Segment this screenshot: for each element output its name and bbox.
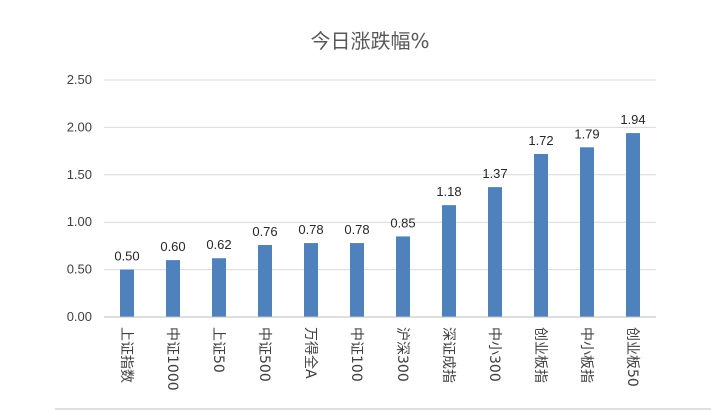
data-label: 0.78 <box>298 222 323 237</box>
x-category-label: 深证成指 <box>440 327 456 383</box>
x-category-label: 中证1000 <box>164 327 180 391</box>
y-tick-label: 0.50 <box>67 262 92 277</box>
bar <box>120 269 134 317</box>
bar <box>488 187 502 317</box>
x-category-label: 创业板50 <box>624 327 640 387</box>
bar <box>166 260 180 317</box>
data-label: 0.50 <box>114 249 139 264</box>
data-label: 1.79 <box>574 126 599 141</box>
x-category-label: 中证100 <box>348 327 364 382</box>
gridlines <box>104 79 656 271</box>
data-label: 1.72 <box>528 133 553 148</box>
data-label: 0.62 <box>206 237 231 252</box>
x-category-label: 创业板指 <box>532 327 548 383</box>
x-category-label: 上证50 <box>210 327 226 373</box>
data-label: 1.18 <box>436 184 461 199</box>
y-tick-label: 2.00 <box>67 119 92 134</box>
x-category-label: 沪深300 <box>394 327 410 382</box>
x-category-label: 万得全A <box>302 327 319 379</box>
bar <box>304 243 318 317</box>
x-category-label: 中小板指 <box>578 327 594 383</box>
y-tick-label: 0.00 <box>67 309 92 324</box>
data-label: 0.76 <box>252 224 277 239</box>
bars <box>120 133 640 317</box>
chart-title: 今日涨跌幅% <box>310 29 429 53</box>
x-category-label: 中小300 <box>486 327 502 382</box>
bar <box>212 258 226 317</box>
y-tick-label: 1.00 <box>67 214 92 229</box>
data-labels: 0.50 0.60 0.62 0.76 0.78 0.78 0.85 1.18 1.37 1.72… <box>114 112 645 264</box>
x-category-label: 上证指数 <box>118 327 134 383</box>
data-label: 1.37 <box>482 166 507 181</box>
bar <box>258 244 272 317</box>
bar <box>626 133 640 317</box>
bar <box>534 153 548 317</box>
data-label: 0.60 <box>160 239 185 254</box>
data-label: 0.78 <box>344 222 369 237</box>
bar <box>396 236 410 317</box>
data-label: 0.85 <box>390 215 415 230</box>
bar <box>580 147 594 317</box>
y-tick-label: 1.50 <box>67 167 92 182</box>
y-tick-label: 2.50 <box>67 72 92 87</box>
y-axis-ticks: 0.00 0.50 1.00 1.50 2.00 2.50 <box>67 72 92 324</box>
data-label: 1.94 <box>620 112 645 127</box>
bar <box>350 243 364 317</box>
bar <box>442 205 456 317</box>
x-category-label: 中证500 <box>256 327 272 382</box>
x-axis-categories: 上证指数 中证1000 上证50 中证500 万得全A 中证100 沪深300 深证成指 中小3… <box>118 327 640 391</box>
